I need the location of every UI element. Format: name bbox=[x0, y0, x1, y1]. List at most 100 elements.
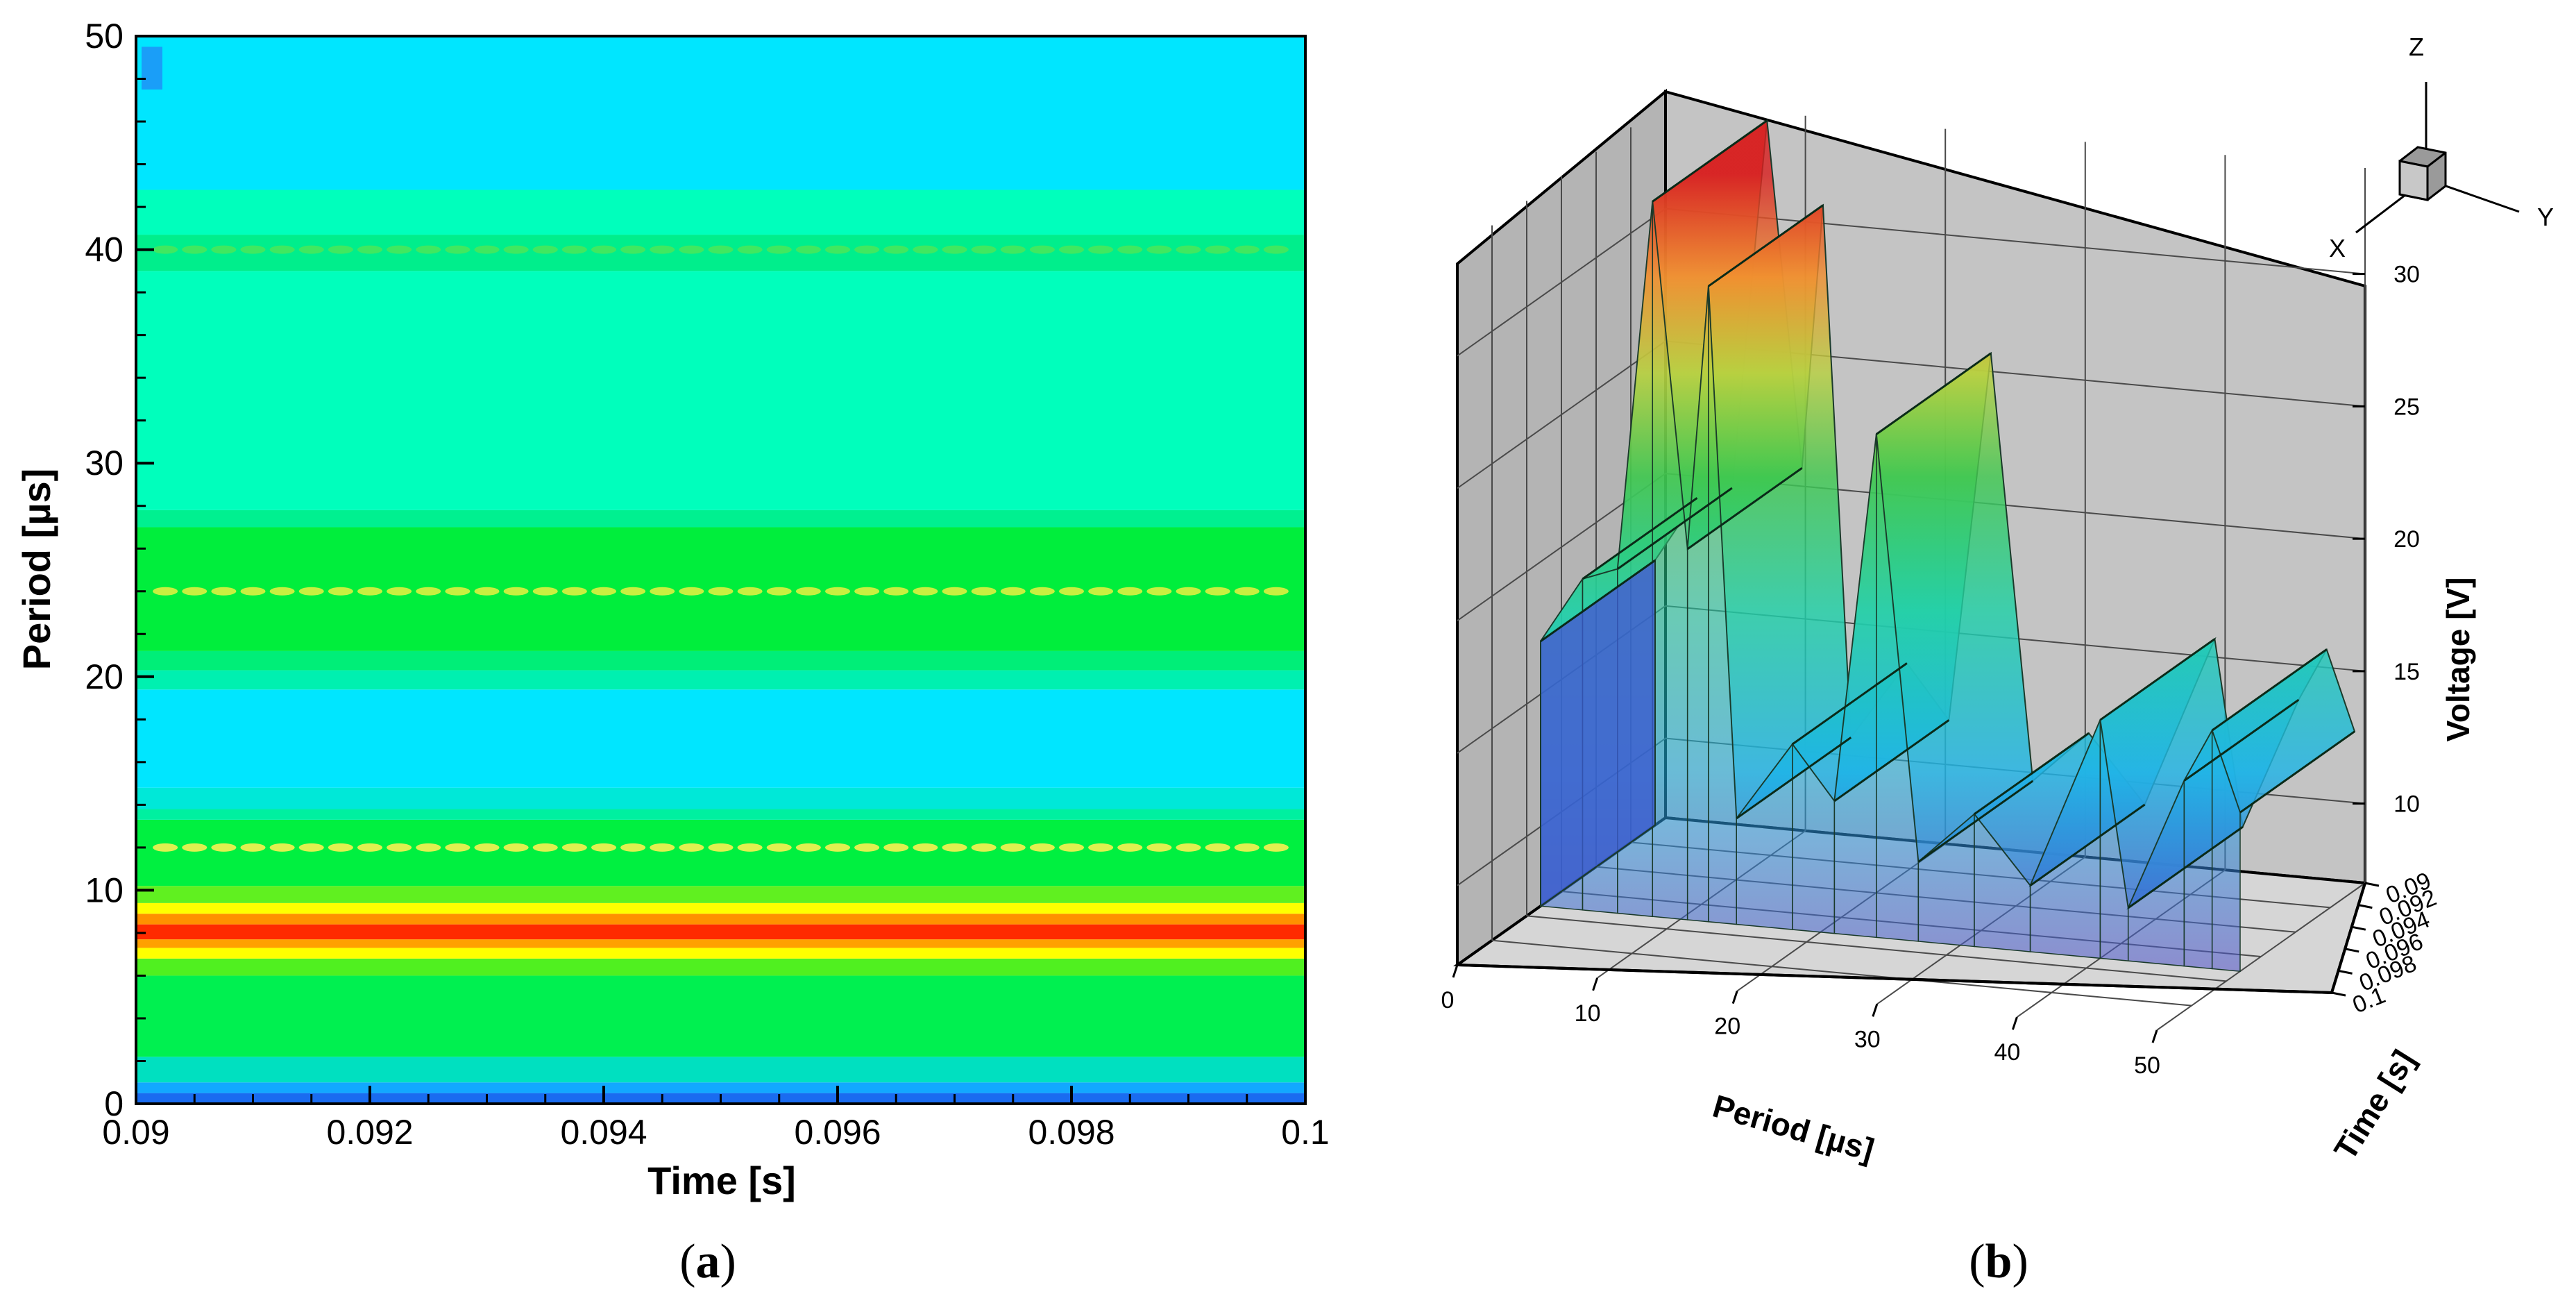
y-tick-label: 30 bbox=[85, 444, 124, 482]
axis-triad-icon: Z X Y bbox=[2329, 33, 2554, 262]
period-band-8 bbox=[136, 914, 1305, 925]
voltage-tick-label: 20 bbox=[2393, 526, 2420, 553]
period-band-4 bbox=[136, 958, 1305, 976]
period-band-6 bbox=[136, 939, 1305, 948]
voltage-surface bbox=[1540, 119, 2356, 973]
surface-ridge-line bbox=[1708, 204, 1824, 287]
time-tick-mark bbox=[2331, 991, 2346, 997]
voltage-tick-label: 15 bbox=[2393, 659, 2420, 685]
y-axis-title: Period [µs] bbox=[15, 469, 58, 671]
y-tick-label: 40 bbox=[85, 230, 124, 269]
y-tick-label: 10 bbox=[85, 871, 124, 909]
time-axis-title: Time [s] bbox=[2327, 1043, 2422, 1166]
panel-b-surface: 0 10 20 30 40 50 0.090.0920.0940.0960.0980.1 … bbox=[1441, 33, 2554, 1288]
x-tick-label: 0.09 bbox=[102, 1113, 169, 1152]
x-axis-title: Time [s] bbox=[647, 1159, 796, 1202]
panel-label-a: (a) bbox=[679, 1235, 736, 1288]
ridge-2 bbox=[153, 843, 1289, 852]
triad-label-z: Z bbox=[2409, 33, 2424, 61]
period-band-14 bbox=[136, 689, 1305, 788]
triad-label-y: Y bbox=[2537, 203, 2554, 231]
period-axis-title: Period [µs] bbox=[1709, 1088, 1879, 1168]
surface-ridge-line bbox=[2183, 698, 2300, 782]
x-tick-label: 0.092 bbox=[326, 1113, 413, 1152]
surface-ridge-line bbox=[1686, 467, 1803, 550]
period-tick-mark bbox=[1452, 964, 1459, 978]
voltage-axis-ticks: 10 15 20 25 30 bbox=[2353, 262, 2420, 818]
x-tick-label: 0.096 bbox=[794, 1113, 881, 1152]
period-band-13 bbox=[136, 787, 1305, 809]
x-tick-label: 0.098 bbox=[1028, 1113, 1115, 1152]
period-axis-ticks: 0 10 20 30 40 50 bbox=[1441, 964, 2160, 1079]
period-band-22 bbox=[136, 36, 1305, 190]
period-tick-label: 30 bbox=[1854, 1026, 1881, 1052]
period-tick-label: 0 bbox=[1441, 987, 1455, 1014]
time-tick-mark bbox=[2358, 904, 2373, 909]
surface-ridge-line bbox=[1917, 780, 2034, 863]
ridge-0 bbox=[153, 245, 1289, 254]
left-wall-hline bbox=[1457, 340, 1666, 489]
y-tick-label: 50 bbox=[85, 17, 124, 56]
heatmap-bands bbox=[136, 36, 1305, 1104]
period-tick-label: 50 bbox=[2134, 1052, 2160, 1079]
time-tick-mark bbox=[2351, 925, 2366, 931]
surface-ridge-line bbox=[1736, 737, 1852, 820]
period-band-18 bbox=[136, 510, 1305, 528]
ridge-1 bbox=[153, 587, 1289, 596]
surface-ridge-line bbox=[2239, 730, 2355, 814]
period-band-19 bbox=[136, 271, 1305, 510]
surface-ridge-line bbox=[1540, 559, 1656, 642]
period-band-16 bbox=[136, 650, 1305, 671]
floor-time-line bbox=[1491, 939, 2192, 1007]
voltage-tick-label: 25 bbox=[2393, 394, 2420, 420]
period-tick-mark bbox=[1592, 977, 1599, 991]
surface-ridge-line bbox=[1617, 487, 1733, 570]
triad-label-x: X bbox=[2329, 234, 2346, 262]
period-band-1 bbox=[136, 1082, 1305, 1093]
voltage-tick-label: 30 bbox=[2393, 262, 2420, 288]
voltage-tick-label: 10 bbox=[2393, 791, 2420, 818]
back-wall-hline bbox=[1665, 208, 2366, 275]
period-tick-label: 40 bbox=[1994, 1039, 2020, 1066]
left-wall-hline bbox=[1457, 208, 1666, 357]
voltage-axis-title: Voltage [V] bbox=[2440, 578, 2476, 742]
period-band-2 bbox=[136, 1057, 1305, 1083]
period-band-21 bbox=[136, 190, 1305, 235]
surface-ridge-line bbox=[1792, 662, 1908, 746]
surface-ridge-line bbox=[1974, 732, 2090, 815]
period-tick-mark bbox=[1872, 1003, 1879, 1017]
period-tick-mark bbox=[2011, 1016, 2018, 1030]
period-tick-label: 20 bbox=[1714, 1014, 1740, 1040]
y-tick-label: 0 bbox=[104, 1084, 124, 1123]
surface-ridge-line bbox=[1875, 352, 1992, 435]
period-tick-label: 10 bbox=[1575, 1000, 1601, 1027]
period-tick-mark bbox=[1731, 991, 1738, 1004]
period-band-3 bbox=[136, 975, 1305, 1057]
period-band-9 bbox=[136, 902, 1305, 914]
period-band-15 bbox=[136, 670, 1305, 690]
time-tick-mark bbox=[2364, 882, 2380, 887]
surface-ridge-line bbox=[2099, 638, 2216, 721]
x-tick-label: 0.094 bbox=[560, 1113, 647, 1152]
x-axis-ticks: 0.09 0.092 0.094 0.096 0.098 0.1 bbox=[102, 1086, 1330, 1152]
period-band-5 bbox=[136, 948, 1305, 959]
surface-ridge-line bbox=[1652, 119, 1768, 203]
panel-a-heatmap: 0.09 0.092 0.094 0.096 0.098 0.1 01020304050 … bbox=[15, 17, 1330, 1288]
floor-time-line bbox=[1526, 915, 2227, 982]
surface-ridge-line bbox=[1582, 497, 1698, 580]
period-band-10 bbox=[136, 886, 1305, 903]
heatmap-ridges bbox=[153, 245, 1289, 852]
period-tick-mark bbox=[2151, 1029, 2158, 1043]
panel-label-b: (b) bbox=[1969, 1235, 2028, 1288]
y-axis-ticks: 0 10 20 30 40 50 bbox=[85, 17, 154, 1123]
surface-ridge-line bbox=[1833, 719, 1950, 802]
time-tick-mark bbox=[2344, 948, 2359, 953]
y-tick-label: 20 bbox=[85, 657, 124, 696]
x-tick-label: 0.1 bbox=[1281, 1113, 1330, 1152]
early-time-spot bbox=[142, 47, 162, 90]
surface-curtain bbox=[2211, 730, 2241, 973]
time-tick-mark bbox=[2338, 969, 2353, 975]
period-band-7 bbox=[136, 924, 1305, 940]
